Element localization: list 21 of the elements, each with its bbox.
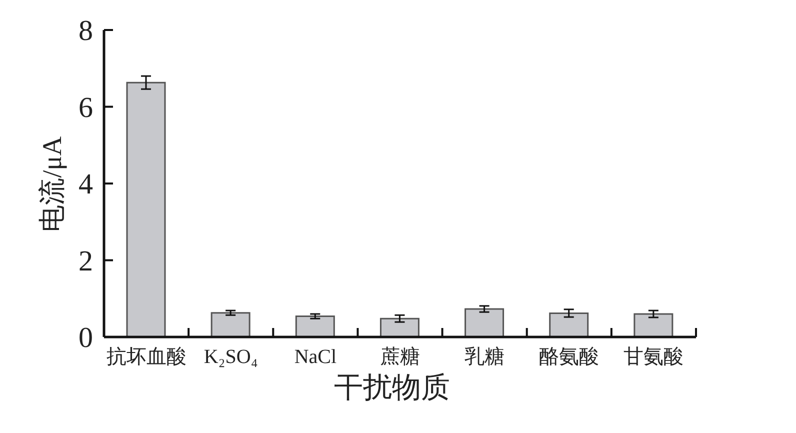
x-tick-label: NaCl [294,346,337,368]
y-tick-label: 4 [78,168,94,200]
bar [549,312,589,337]
bar [634,313,674,337]
y-tick-label: 6 [78,92,93,124]
x-tick-label: 乳糖 [464,346,505,368]
y-tick-label: 0 [78,322,93,354]
x-tick-label: K₂SO₄ [204,346,258,368]
x-tick-label: 甘氨酸 [624,346,684,368]
x-tick-label: 酪氨酸 [539,346,600,368]
bar [210,312,250,337]
bar [380,318,420,337]
x-axis-title: 干扰物质 [333,371,451,405]
x-tick-label: 抗坏血酸 [106,346,186,368]
bar [126,82,166,337]
y-axis-title: 电流/μA [36,134,68,234]
bar [295,316,335,337]
y-tick-label: 8 [78,15,93,47]
y-tick-label: 2 [78,245,93,278]
bar [464,308,504,337]
x-tick-label: 蔗糖 [380,346,420,368]
